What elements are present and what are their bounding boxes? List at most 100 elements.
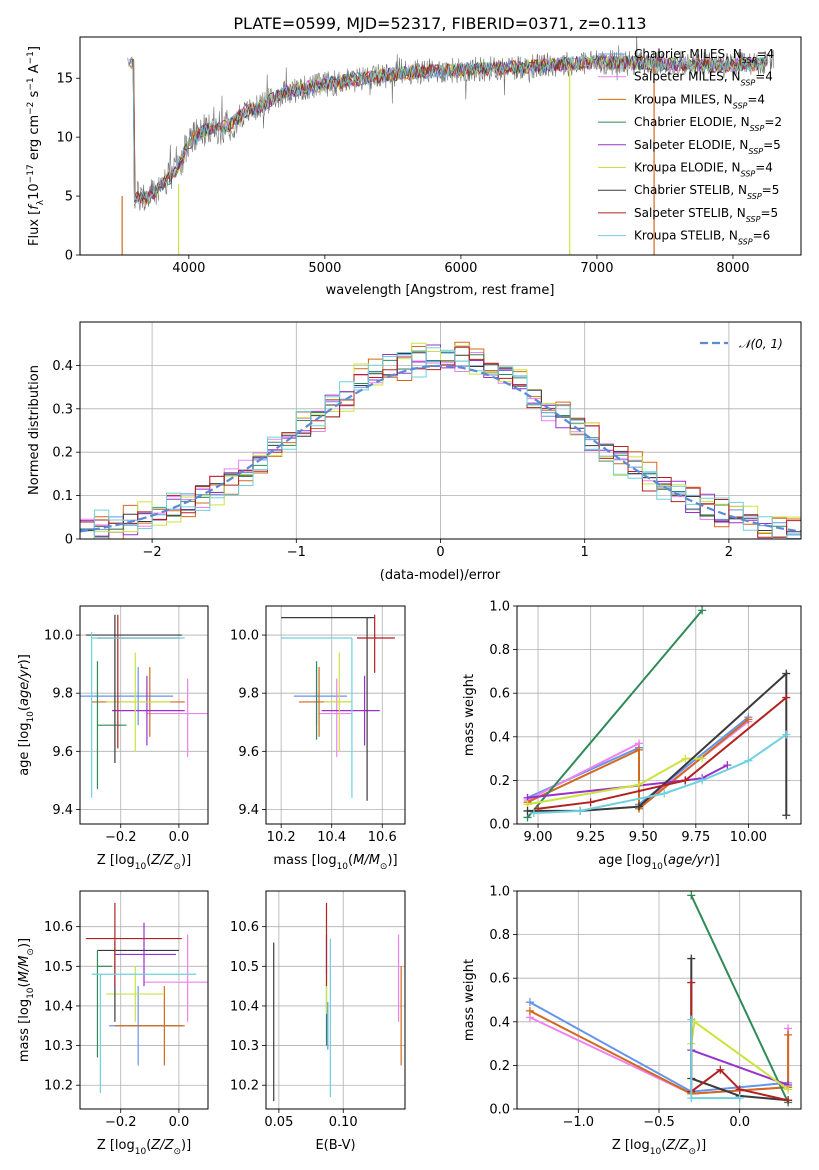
spectrum-panel: 4000 5000 6000 7000 8000 0 5 10 15 wavelength [An… — [26, 36, 802, 298]
data-point — [525, 1006, 534, 1015]
series-line — [527, 757, 703, 806]
x-tick-label: 10.6 — [368, 830, 397, 845]
massweight-vs-Z-panel: −1.0 −0.5 0.0 0.0 0.2 0.4 0.6 0.8 1.0 Z [log10(Z/… — [462, 885, 802, 1157]
x-tick-label: 4000 — [172, 261, 205, 276]
plot-area — [121, 37, 775, 255]
data-point — [525, 998, 534, 1007]
y-axis-label: Normed distribution — [27, 365, 42, 495]
plot-area — [523, 606, 791, 822]
y-axis-label: mass [log10(M/M⊙)] — [17, 938, 36, 1062]
x-tick-label: 10.2 — [267, 830, 296, 845]
y-tick-label: 0.8 — [489, 643, 510, 658]
figure-title: PLATE=0599, MJD=52317, FIBERID=0371, z=0… — [233, 14, 646, 33]
x-axis-label: wavelength [Angstrom, rest frame] — [326, 283, 555, 298]
data-point — [784, 1030, 793, 1039]
axes-frame — [265, 605, 406, 825]
errorbar-kroupa-miles — [114, 986, 185, 1066]
x-tick-label: 10.00 — [730, 830, 767, 845]
data-point — [716, 1065, 725, 1074]
plot-area — [281, 614, 395, 801]
mass-vs-Z-panel: −0.2 0.0 10.2 10.3 10.4 10.5 10.6 Z [log10(Z/Z⊙… — [17, 890, 209, 1157]
age-vs-mass-panel: 10.2 10.4 10.6 9.4 9.6 9.8 10.0 mass [log10(M/M… — [230, 605, 406, 872]
model-spectrum-kroupa-stelib — [132, 55, 768, 205]
data-point — [586, 798, 595, 807]
data-point — [782, 669, 791, 678]
histogram-salpeter-stelib — [80, 346, 801, 539]
errorbar-salpeter-stelib — [356, 614, 395, 673]
series-line — [526, 609, 703, 819]
y-tick-label: 0.2 — [489, 1059, 510, 1074]
axes-frame — [79, 890, 209, 1110]
data-point — [576, 806, 585, 815]
errorbar-chabrier-miles — [80, 667, 174, 726]
y-tick-label: 10.0 — [44, 629, 73, 644]
x-tick-label: 5000 — [308, 261, 341, 276]
x-tick-label: −0.2 — [105, 830, 137, 845]
series-kroupa-stelib — [529, 730, 791, 818]
series-line — [527, 764, 728, 799]
data-point — [687, 978, 696, 987]
x-tick-label: 10.4 — [317, 830, 346, 845]
y-tick-label: 10 — [56, 131, 73, 146]
errorbar-chabrier-elodie — [96, 950, 112, 1058]
x-tick-label: 9.50 — [629, 830, 658, 845]
x-axis-label: Z [log10(Z/Z⊙)] — [97, 853, 191, 872]
errorbar-salpeter-miles — [144, 934, 208, 1022]
legend-label: Kroupa STELIB, NSSP=6 — [634, 229, 770, 247]
data-point — [784, 1096, 793, 1105]
axes-frame — [516, 605, 802, 825]
x-tick-label: 6000 — [444, 261, 477, 276]
data-point — [681, 776, 690, 785]
legend-label: Kroupa ELODIE, NSSP=4 — [634, 161, 773, 179]
data-point — [635, 802, 644, 811]
x-tick-label: 0 — [436, 545, 444, 560]
legend-label: Chabrier ELODIE, NSSP=2 — [634, 115, 782, 133]
y-tick-label: 9.6 — [52, 745, 73, 760]
errorbar-kroupa-stelib — [91, 973, 197, 1094]
x-tick-label: −1.0 — [563, 1115, 595, 1130]
series-line — [527, 718, 750, 811]
y-tick-label: 0.0 — [489, 818, 510, 833]
data-point — [529, 809, 538, 818]
errorbar-kroupa-elodie — [106, 966, 165, 1022]
y-tick-label: 9.8 — [52, 687, 73, 702]
x-tick-label: 0.0 — [169, 1115, 190, 1130]
legend-label: Kroupa MILES, NSSP=4 — [634, 92, 765, 110]
normal-curve — [80, 364, 801, 533]
x-tick-label: 0.0 — [169, 830, 190, 845]
data-point — [687, 891, 696, 900]
data-point — [744, 756, 753, 765]
legend-label: Chabrier STELIB, NSSP=5 — [634, 183, 779, 201]
legend-label: 𝒩(0, 1) — [739, 337, 783, 351]
y-tick-label: 0.8 — [489, 928, 510, 943]
x-tick-label: 1 — [581, 545, 589, 560]
y-tick-label: 0 — [65, 249, 73, 264]
errorbar-chabrier-stelib — [85, 614, 182, 763]
errorbar-salpeter-elodie — [112, 675, 185, 746]
y-tick-label: 0.2 — [52, 446, 73, 461]
data-point — [744, 715, 753, 724]
x-tick-label: 0.05 — [264, 1115, 293, 1130]
histogram-kroupa-stelib — [80, 347, 801, 539]
errorbar-kroupa-elodie — [106, 652, 171, 752]
series-kroupa-stelib — [687, 1015, 744, 1103]
x-tick-label: −0.5 — [643, 1115, 675, 1130]
massweight-vs-age-panel: 9.00 9.25 9.50 9.75 10.00 0.0 0.2 0.4 0.6 0.8 1.0 a… — [462, 600, 802, 872]
data-point — [784, 1085, 793, 1094]
y-tick-label: 0 — [65, 533, 73, 548]
y-tick-label: 10.3 — [44, 1039, 73, 1054]
y-tick-label: 0.6 — [489, 687, 510, 702]
x-axis-label: (data-model)/error — [380, 568, 501, 583]
x-tick-label: −1 — [287, 545, 306, 560]
x-tick-label: 8000 — [716, 261, 749, 276]
y-tick-label: 10.6 — [44, 920, 73, 935]
y-tick-label: 10.4 — [44, 999, 73, 1014]
x-tick-label: 0.10 — [329, 1115, 358, 1130]
age-vs-Z-panel: −0.2 0.0 9.4 9.6 9.8 10.0 Z [log10(Z/Z⊙)] age [… — [17, 605, 209, 872]
y-tick-label: 1.0 — [489, 600, 510, 615]
plot-area — [525, 891, 793, 1107]
plot-area — [85, 902, 208, 1094]
data-point — [782, 730, 791, 739]
data-point — [723, 761, 732, 770]
errorbar-salpeter-stelib — [85, 902, 182, 987]
